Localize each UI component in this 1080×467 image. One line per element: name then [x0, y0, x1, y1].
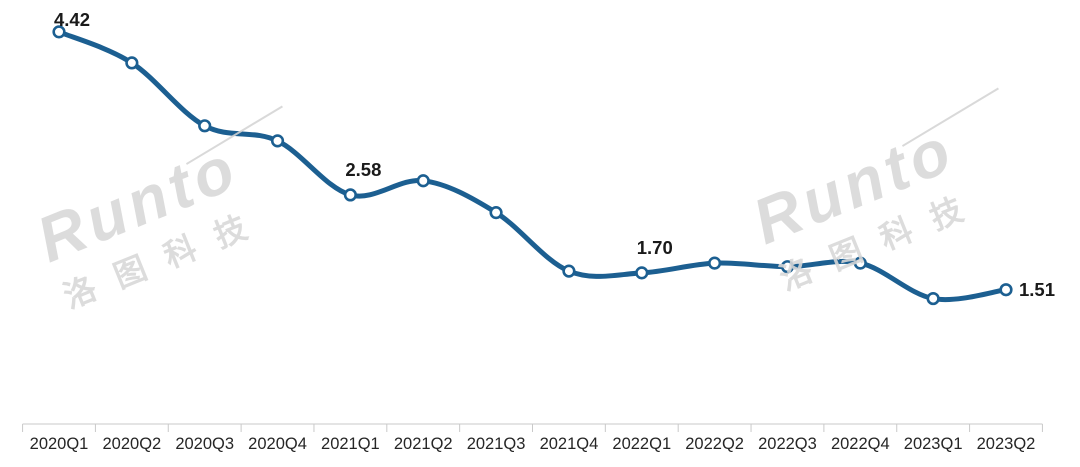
x-axis-label: 2023Q1	[904, 435, 963, 453]
data-point-marker	[999, 283, 1013, 297]
data-point-marker	[708, 256, 722, 270]
data-point-label: 2.58	[345, 159, 381, 180]
data-point-marker	[52, 25, 66, 39]
line-series-path	[56, 29, 1009, 303]
x-axis-label: 2021Q4	[540, 435, 599, 453]
x-axis-label: 2021Q1	[321, 435, 380, 453]
x-axis-label: 2022Q2	[685, 435, 744, 453]
x-axis-label: 2021Q2	[394, 435, 453, 453]
x-axis-label: 2020Q3	[175, 435, 234, 453]
data-point-marker	[853, 256, 867, 270]
data-point-marker	[562, 264, 576, 278]
x-axis-label: 2023Q2	[977, 435, 1036, 453]
data-point-marker	[489, 206, 503, 220]
data-point-marker	[780, 260, 795, 274]
x-axis-label: 2020Q1	[30, 435, 89, 453]
data-point-label: 4.42	[54, 9, 90, 30]
x-axis-label: 2022Q1	[612, 435, 671, 453]
data-point-marker	[416, 174, 430, 188]
data-point-label: 1.51	[1019, 279, 1055, 300]
data-point-marker	[198, 119, 212, 133]
data-point-marker	[343, 188, 357, 202]
x-axis-label: 2022Q4	[831, 435, 890, 453]
data-point-label: 1.70	[637, 237, 673, 258]
x-axis-label: 2022Q3	[758, 435, 817, 453]
x-axis-label: 2020Q4	[248, 435, 307, 453]
data-point-marker	[635, 266, 649, 280]
data-point-marker	[926, 291, 940, 306]
x-axis-label: 2020Q2	[102, 435, 161, 453]
x-axis-label: 2021Q3	[467, 435, 526, 453]
data-point-marker	[270, 134, 285, 148]
data-point-marker	[125, 56, 139, 70]
